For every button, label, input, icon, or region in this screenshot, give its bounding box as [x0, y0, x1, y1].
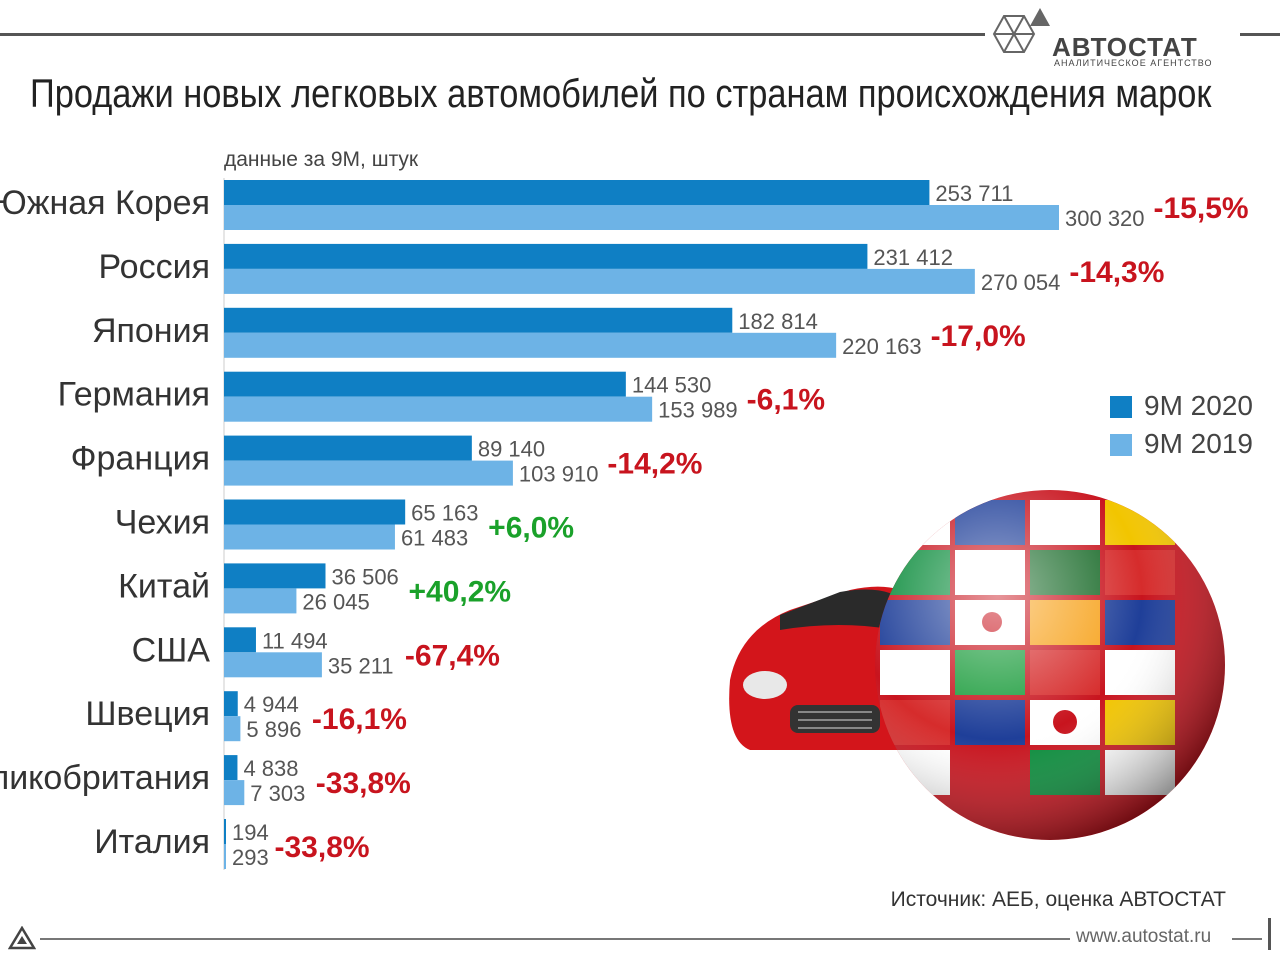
- website-link[interactable]: www.autostat.ru: [1076, 926, 1212, 947]
- category-label: Чехия: [115, 504, 210, 542]
- value-label-2020: 4 944: [244, 692, 299, 717]
- page-title: Продажи новых легковых автомобилей по ст…: [30, 72, 1212, 116]
- change-label: -14,3%: [1069, 256, 1164, 289]
- bar-9m-2020: [224, 755, 238, 781]
- bar-9m-2019: [224, 524, 395, 550]
- bar-9m-2020: [224, 371, 626, 397]
- value-label-2020: 65 163: [411, 501, 478, 526]
- logo-tagline: АНАЛИТИЧЕСКОЕ АГЕНТСТВО: [1054, 58, 1213, 68]
- bar-9m-2020: [224, 691, 238, 717]
- bar-9m-2019: [224, 652, 322, 678]
- bar-9m-2020: [224, 435, 472, 461]
- category-label: Китай: [118, 567, 210, 605]
- chart-subtitle: данные за 9М, штук: [224, 148, 419, 171]
- value-label-2019: 103 910: [519, 462, 599, 487]
- autostat-logo[interactable]: АВТОСТАТ АНАЛИТИЧЕСКОЕ АГЕНТСТВО: [990, 4, 1235, 68]
- legend-swatch-2020: [1110, 396, 1132, 418]
- flag-globe-icon: [875, 490, 1225, 840]
- bar-9m-2019: [224, 268, 975, 294]
- bar-9m-2020: [224, 243, 868, 269]
- value-label-2020: 182 814: [738, 309, 818, 334]
- red-car-icon: [729, 586, 920, 750]
- change-label: +40,2%: [409, 575, 512, 608]
- bar-9m-2020: [224, 819, 226, 844]
- value-label-2019: 300 320: [1065, 206, 1145, 231]
- bar-chart: Южная Корея 253 711 300 320 -15,5% Россия 231…: [0, 178, 1249, 870]
- top-divider-right: [1240, 33, 1280, 36]
- value-label-2020: 36 506: [332, 564, 399, 589]
- value-label-2019: 26 045: [302, 589, 369, 614]
- category-label: Россия: [99, 248, 211, 286]
- bar-9m-2020: [224, 307, 733, 333]
- bar-9m-2020: [224, 563, 326, 589]
- value-label-2020: 4 838: [243, 756, 298, 781]
- value-label-2020: 194: [232, 820, 269, 845]
- bottom-divider-right: [1232, 938, 1262, 940]
- logo-mark-icon: [992, 8, 1050, 53]
- category-label: Франция: [71, 440, 210, 478]
- category-label: Швеция: [85, 695, 210, 733]
- bar-9m-2019: [224, 844, 226, 869]
- car-and-flag-globe-illustration: [729, 490, 1225, 840]
- bar-9m-2019: [224, 780, 245, 806]
- bottom-tick: [1268, 918, 1271, 950]
- category-label: Южная Корея: [0, 184, 210, 222]
- change-label: -67,4%: [405, 639, 500, 672]
- change-label: -17,0%: [931, 320, 1026, 353]
- legend-label-2019: 9М 2019: [1144, 428, 1253, 459]
- change-label: +6,0%: [488, 512, 574, 545]
- bar-9m-2019: [224, 716, 241, 742]
- value-label-2019: 61 483: [401, 526, 468, 551]
- category-label: Япония: [92, 312, 210, 350]
- top-divider: [0, 33, 985, 36]
- value-label-2019: 270 054: [981, 270, 1061, 295]
- change-label: -33,8%: [316, 767, 411, 800]
- change-label: -14,2%: [607, 448, 702, 481]
- logo-name: АВТОСТАТ: [1052, 32, 1198, 62]
- change-label: -16,1%: [312, 703, 407, 736]
- value-label-2019: 35 211: [328, 653, 394, 678]
- category-label: Великобритания: [0, 759, 210, 797]
- category-label: США: [132, 631, 211, 669]
- category-label: Германия: [58, 376, 210, 414]
- bar-9m-2020: [224, 180, 930, 205]
- value-label-2020: 11 494: [262, 628, 328, 653]
- bar-9m-2020: [224, 499, 406, 525]
- bar-9m-2020: [224, 627, 256, 653]
- value-label-2020: 89 140: [478, 437, 545, 462]
- bar-9m-2019: [224, 205, 1059, 230]
- value-label-2020: 231 412: [873, 245, 953, 270]
- value-label-2020: 253 711: [935, 181, 1013, 206]
- change-label: -33,8%: [275, 831, 370, 864]
- value-label-2019: 153 989: [658, 398, 738, 423]
- bar-9m-2019: [224, 332, 837, 358]
- value-label-2019: 7 303: [250, 781, 305, 806]
- legend-swatch-2019: [1110, 434, 1132, 456]
- value-label-2019: 5 896: [246, 717, 301, 742]
- bar-9m-2019: [224, 588, 297, 614]
- value-label-2019: 220 163: [842, 334, 922, 359]
- change-label: -6,1%: [747, 384, 825, 417]
- source-note: Источник: АЕБ, оценка АВТОСТАТ: [890, 888, 1226, 911]
- bar-9m-2019: [224, 460, 513, 486]
- value-label-2020: 144 530: [632, 373, 712, 398]
- change-label: -15,5%: [1154, 192, 1249, 225]
- triangle-logo-icon: [8, 926, 36, 950]
- legend-label-2020: 9М 2020: [1144, 390, 1253, 421]
- bottom-divider: [40, 938, 1070, 940]
- bar-9m-2019: [224, 396, 653, 422]
- category-label: Италия: [94, 823, 210, 861]
- value-label-2019: 293: [232, 845, 269, 870]
